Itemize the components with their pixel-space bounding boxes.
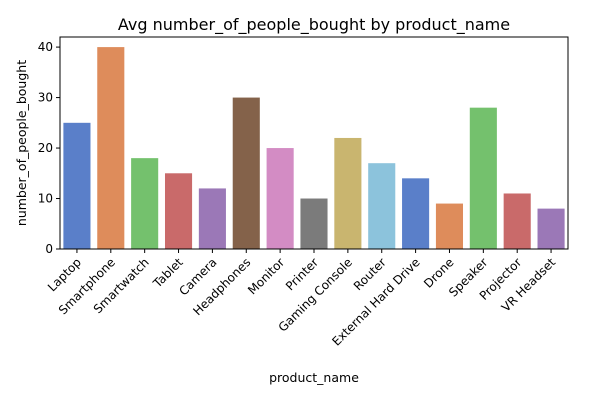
bar-projector (503, 193, 531, 249)
chart-title: Avg number_of_people_bought by product_n… (118, 15, 510, 35)
bar-speaker (469, 107, 497, 249)
x-axis-label: product_name (269, 370, 359, 385)
y-tick-label: 0 (45, 242, 53, 256)
y-axis: 0 10 20 30 40 (38, 40, 60, 256)
bar-vr-headset (537, 208, 565, 249)
bars-group (63, 47, 565, 249)
bar-laptop (63, 122, 91, 249)
y-tick-label: 20 (38, 141, 53, 155)
bar-external-hard-drive (402, 178, 430, 249)
bar-monitor (266, 148, 294, 249)
bar-gaming-console (334, 137, 362, 249)
y-tick-label: 10 (38, 192, 53, 206)
y-axis-label: number_of_people_bought (14, 60, 29, 226)
bar-smartwatch (131, 158, 159, 249)
bar-router (368, 163, 396, 249)
bar-smartphone (97, 47, 125, 249)
bar-camera (198, 188, 226, 249)
y-tick-label: 30 (38, 91, 53, 105)
bar-printer (300, 198, 328, 249)
x-axis: LaptopSmartphoneSmartwatchTabletCameraHe… (45, 249, 558, 349)
bar-tablet (164, 173, 193, 249)
plot-frame (59, 36, 569, 250)
bar-headphones (232, 97, 260, 249)
bar-drone (435, 203, 464, 249)
y-tick-label: 40 (38, 40, 53, 54)
x-tick-label: Monitor (245, 255, 287, 297)
